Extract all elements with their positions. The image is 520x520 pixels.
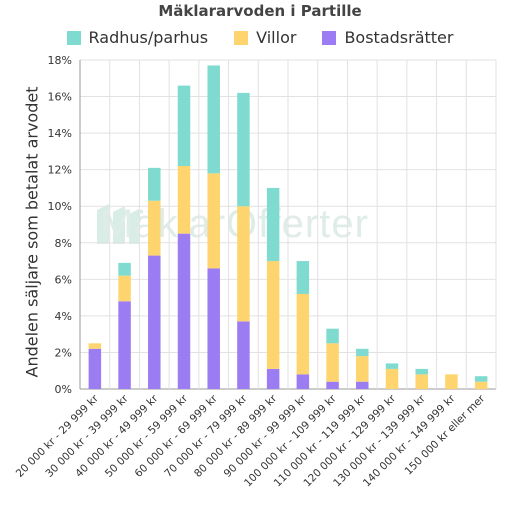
bar-segment[interactable] [148,200,161,256]
y-tick-label: 0% [55,383,72,396]
chart-title: Mäklararvoden i Partille [158,2,362,20]
bar-segment[interactable] [207,268,220,389]
y-tick-label: 6% [55,273,72,286]
bar-segment[interactable] [356,348,369,357]
bar-segment[interactable] [118,262,131,276]
bar-segment[interactable] [88,343,102,349]
bar-segment[interactable] [326,381,339,389]
bar-segment[interactable] [207,65,220,174]
legend-swatch-villor [234,30,249,45]
y-tick-label: 18% [48,54,72,67]
bar-segment[interactable] [148,167,161,201]
legend-item-villor[interactable]: Villor [234,28,296,47]
bar-segment[interactable] [415,368,428,375]
bar-segment[interactable] [356,356,369,382]
legend-label-bostadsratter: Bostadsrätter [344,28,454,47]
y-tick-label: 8% [55,237,72,250]
bar-segment[interactable] [177,85,191,167]
y-tick-label: 4% [55,310,72,323]
bar-segment[interactable] [88,348,102,389]
bar-segment[interactable] [237,321,250,389]
y-tick-label: 10% [48,200,72,213]
bar-segment[interactable] [207,173,220,269]
bar-segment[interactable] [177,166,191,234]
bar-segment[interactable] [266,187,280,262]
bar-segment[interactable] [296,293,310,375]
legend-item-radhus[interactable]: Radhus/parhus [66,28,209,47]
legend-swatch-bostadsratter [322,30,337,45]
bar-segment[interactable] [296,374,310,389]
bar-segment[interactable] [296,261,310,294]
y-tick-label: 2% [55,346,72,359]
legend-label-radhus: Radhus/parhus [88,28,209,47]
bar-segment[interactable] [326,343,339,382]
watermark: MäklarOfferter [100,202,369,246]
bar-segment[interactable] [177,233,191,389]
y-tick-label: 14% [48,127,72,140]
legend-label-villor: Villor [256,28,297,47]
bar-segment[interactable] [237,92,250,207]
bar-segment[interactable] [415,374,428,389]
bar-segment[interactable] [474,376,488,382]
bar-segment[interactable] [356,381,369,389]
legend-item-bostadsratter[interactable]: Bostadsrätter [322,28,453,47]
legend: Radhus/parhus Villor Bostadsrätter [0,28,520,47]
bar-segment[interactable] [148,255,161,389]
bar-segment[interactable] [266,368,280,389]
bar-segment[interactable] [474,381,488,389]
bar-segment[interactable] [237,206,250,322]
bar-segment[interactable] [445,374,458,389]
bar-segment[interactable] [326,328,339,344]
watermark-logo [97,204,139,244]
bar-segment[interactable] [385,363,399,369]
bar-segment[interactable] [266,261,280,369]
y-tick-label: 12% [48,164,72,177]
bar-segment[interactable] [118,301,131,389]
bar-segment[interactable] [385,368,399,389]
legend-swatch-radhus [66,30,81,45]
bar-segment[interactable] [118,275,131,302]
y-tick-label: 16% [48,91,72,104]
